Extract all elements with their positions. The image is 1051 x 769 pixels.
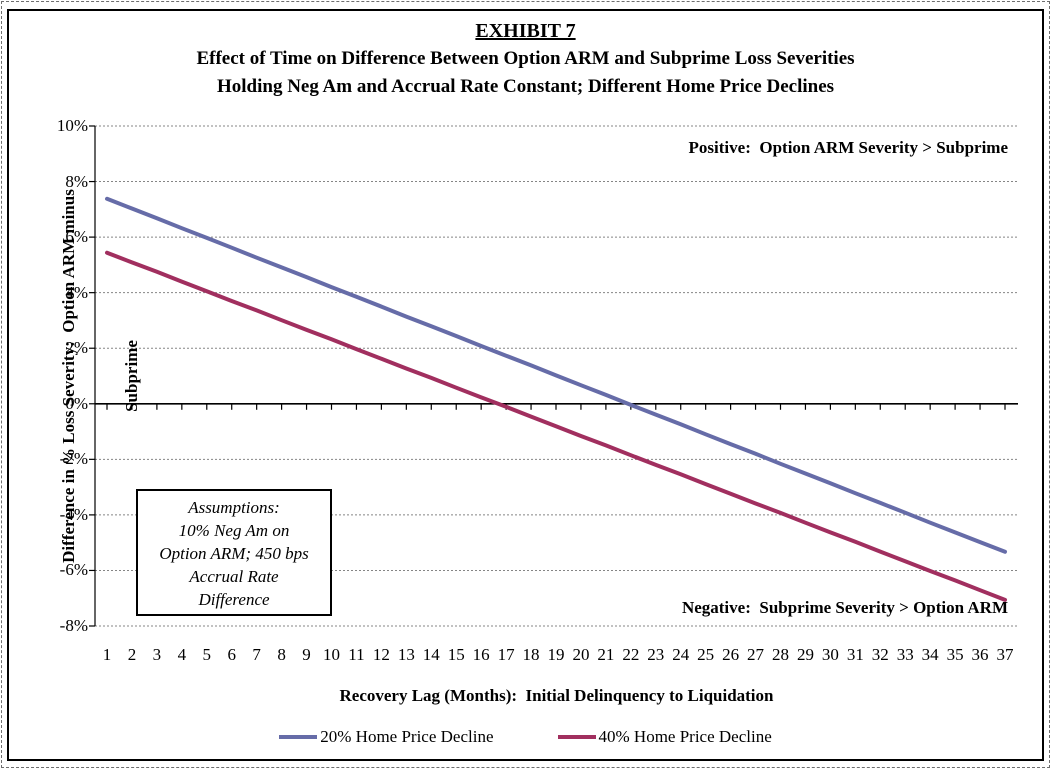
x-tick-label: 33 — [896, 645, 914, 664]
chart-title-line-1: Effect of Time on Difference Between Opt… — [196, 48, 855, 69]
y-tick-label: -4% — [59, 504, 88, 524]
x-tick-label: 19 — [547, 645, 565, 664]
x-tick-label: 13 — [397, 645, 415, 664]
chart-legend: 20% Home Price Decline 40% Home Price Dec… — [0, 726, 1051, 748]
x-tick-label: 7 — [252, 645, 261, 664]
y-tick-label: -8% — [59, 616, 88, 635]
legend-line-swatch-icon — [557, 735, 596, 739]
x-tick-label: 4 — [177, 645, 187, 664]
x-tick-label: 5 — [202, 645, 212, 664]
series-line-40pct-hpd — [105, 250, 1007, 602]
x-tick-label: 29 — [796, 645, 814, 664]
assumptions-line: Accrual Rate — [189, 567, 279, 586]
title-block: EXHIBIT 7 Effect of Time on Difference B… — [0, 17, 1051, 101]
x-tick-label: 1 — [102, 645, 112, 664]
x-tick-label: 37 — [996, 645, 1014, 664]
x-tick-label: 20 — [572, 645, 590, 664]
x-tick-label: 2 — [127, 645, 137, 664]
x-tick-label: 35 — [946, 645, 964, 664]
x-tick-label: 26 — [722, 645, 740, 664]
chart-frame-border — [7, 9, 1044, 761]
x-tick-label: 15 — [447, 645, 465, 664]
x-tick-label: 6 — [227, 645, 236, 664]
y-tick-label: 0% — [65, 393, 88, 413]
y-tick-label: -6% — [59, 560, 88, 580]
assumptions-text-box: Assumptions: 10% Neg Am on Option ARM; 4… — [136, 489, 332, 616]
x-tick-label: 22 — [622, 645, 640, 664]
legend-line-swatch-icon — [279, 735, 318, 739]
x-tick-label: 24 — [672, 645, 690, 664]
y-tick-label: 8% — [65, 171, 88, 191]
x-tick-label: 21 — [597, 645, 615, 664]
annotation-positive-region: Positive: Option ARM Severity > Subprime — [688, 138, 1008, 157]
y-axis-title: Difference in % Loss Severity: Option AR… — [16, 126, 141, 626]
legend-label: 40% Home Price Decline — [598, 727, 772, 746]
x-tick-label: 32 — [871, 645, 889, 664]
y-tick-label: 6% — [65, 227, 88, 247]
assumptions-line: Difference — [198, 590, 270, 609]
x-tick-label: 25 — [697, 645, 715, 664]
x-tick-label: 23 — [647, 645, 665, 664]
x-tick-label: 8 — [277, 645, 286, 664]
y-tick-label: 4% — [65, 282, 88, 302]
legend-item: 20% Home Price Decline — [279, 727, 494, 747]
x-tick-label: 3 — [152, 645, 162, 664]
x-tick-label: 12 — [372, 645, 390, 664]
annotation-negative-region: Negative: Subprime Severity > Option ARM — [681, 598, 1008, 617]
assumptions-line: Assumptions: — [188, 498, 280, 517]
y-axis-title-line-1: Difference in % Loss Severity: Option AR… — [59, 189, 78, 563]
x-tick-label: 17 — [497, 645, 515, 664]
x-tick-label: 36 — [971, 645, 989, 664]
y-tick-label: 2% — [65, 338, 88, 358]
x-tick-label: 34 — [921, 645, 939, 664]
legend-label: 20% Home Price Decline — [320, 727, 494, 746]
x-tick-label: 11 — [348, 645, 365, 664]
x-tick-label: 14 — [422, 645, 440, 664]
x-tick-label: 28 — [772, 645, 789, 664]
x-tick-label: 9 — [302, 645, 311, 664]
x-tick-label: 10 — [323, 645, 340, 664]
legend-item: 40% Home Price Decline — [557, 727, 772, 747]
y-tick-label: -2% — [59, 449, 88, 469]
x-tick-label: 27 — [747, 645, 765, 664]
exhibit-number: EXHIBIT 7 — [475, 20, 576, 42]
assumptions-line: 10% Neg Am on — [178, 521, 290, 540]
x-tick-label: 30 — [821, 645, 839, 664]
y-tick-label: 10% — [56, 116, 88, 135]
x-axis-title: Recovery Lag (Months): Initial Delinquen… — [339, 686, 774, 705]
series-line-20pct-hpd — [105, 196, 1007, 554]
x-tick-label: 31 — [846, 645, 864, 664]
assumptions-line: Option ARM; 450 bps — [159, 544, 309, 563]
chart-title-line-2: Holding Neg Am and Accrual Rate Constant… — [216, 76, 835, 97]
x-tick-label: 18 — [522, 645, 540, 664]
x-tick-label: 16 — [472, 645, 490, 664]
